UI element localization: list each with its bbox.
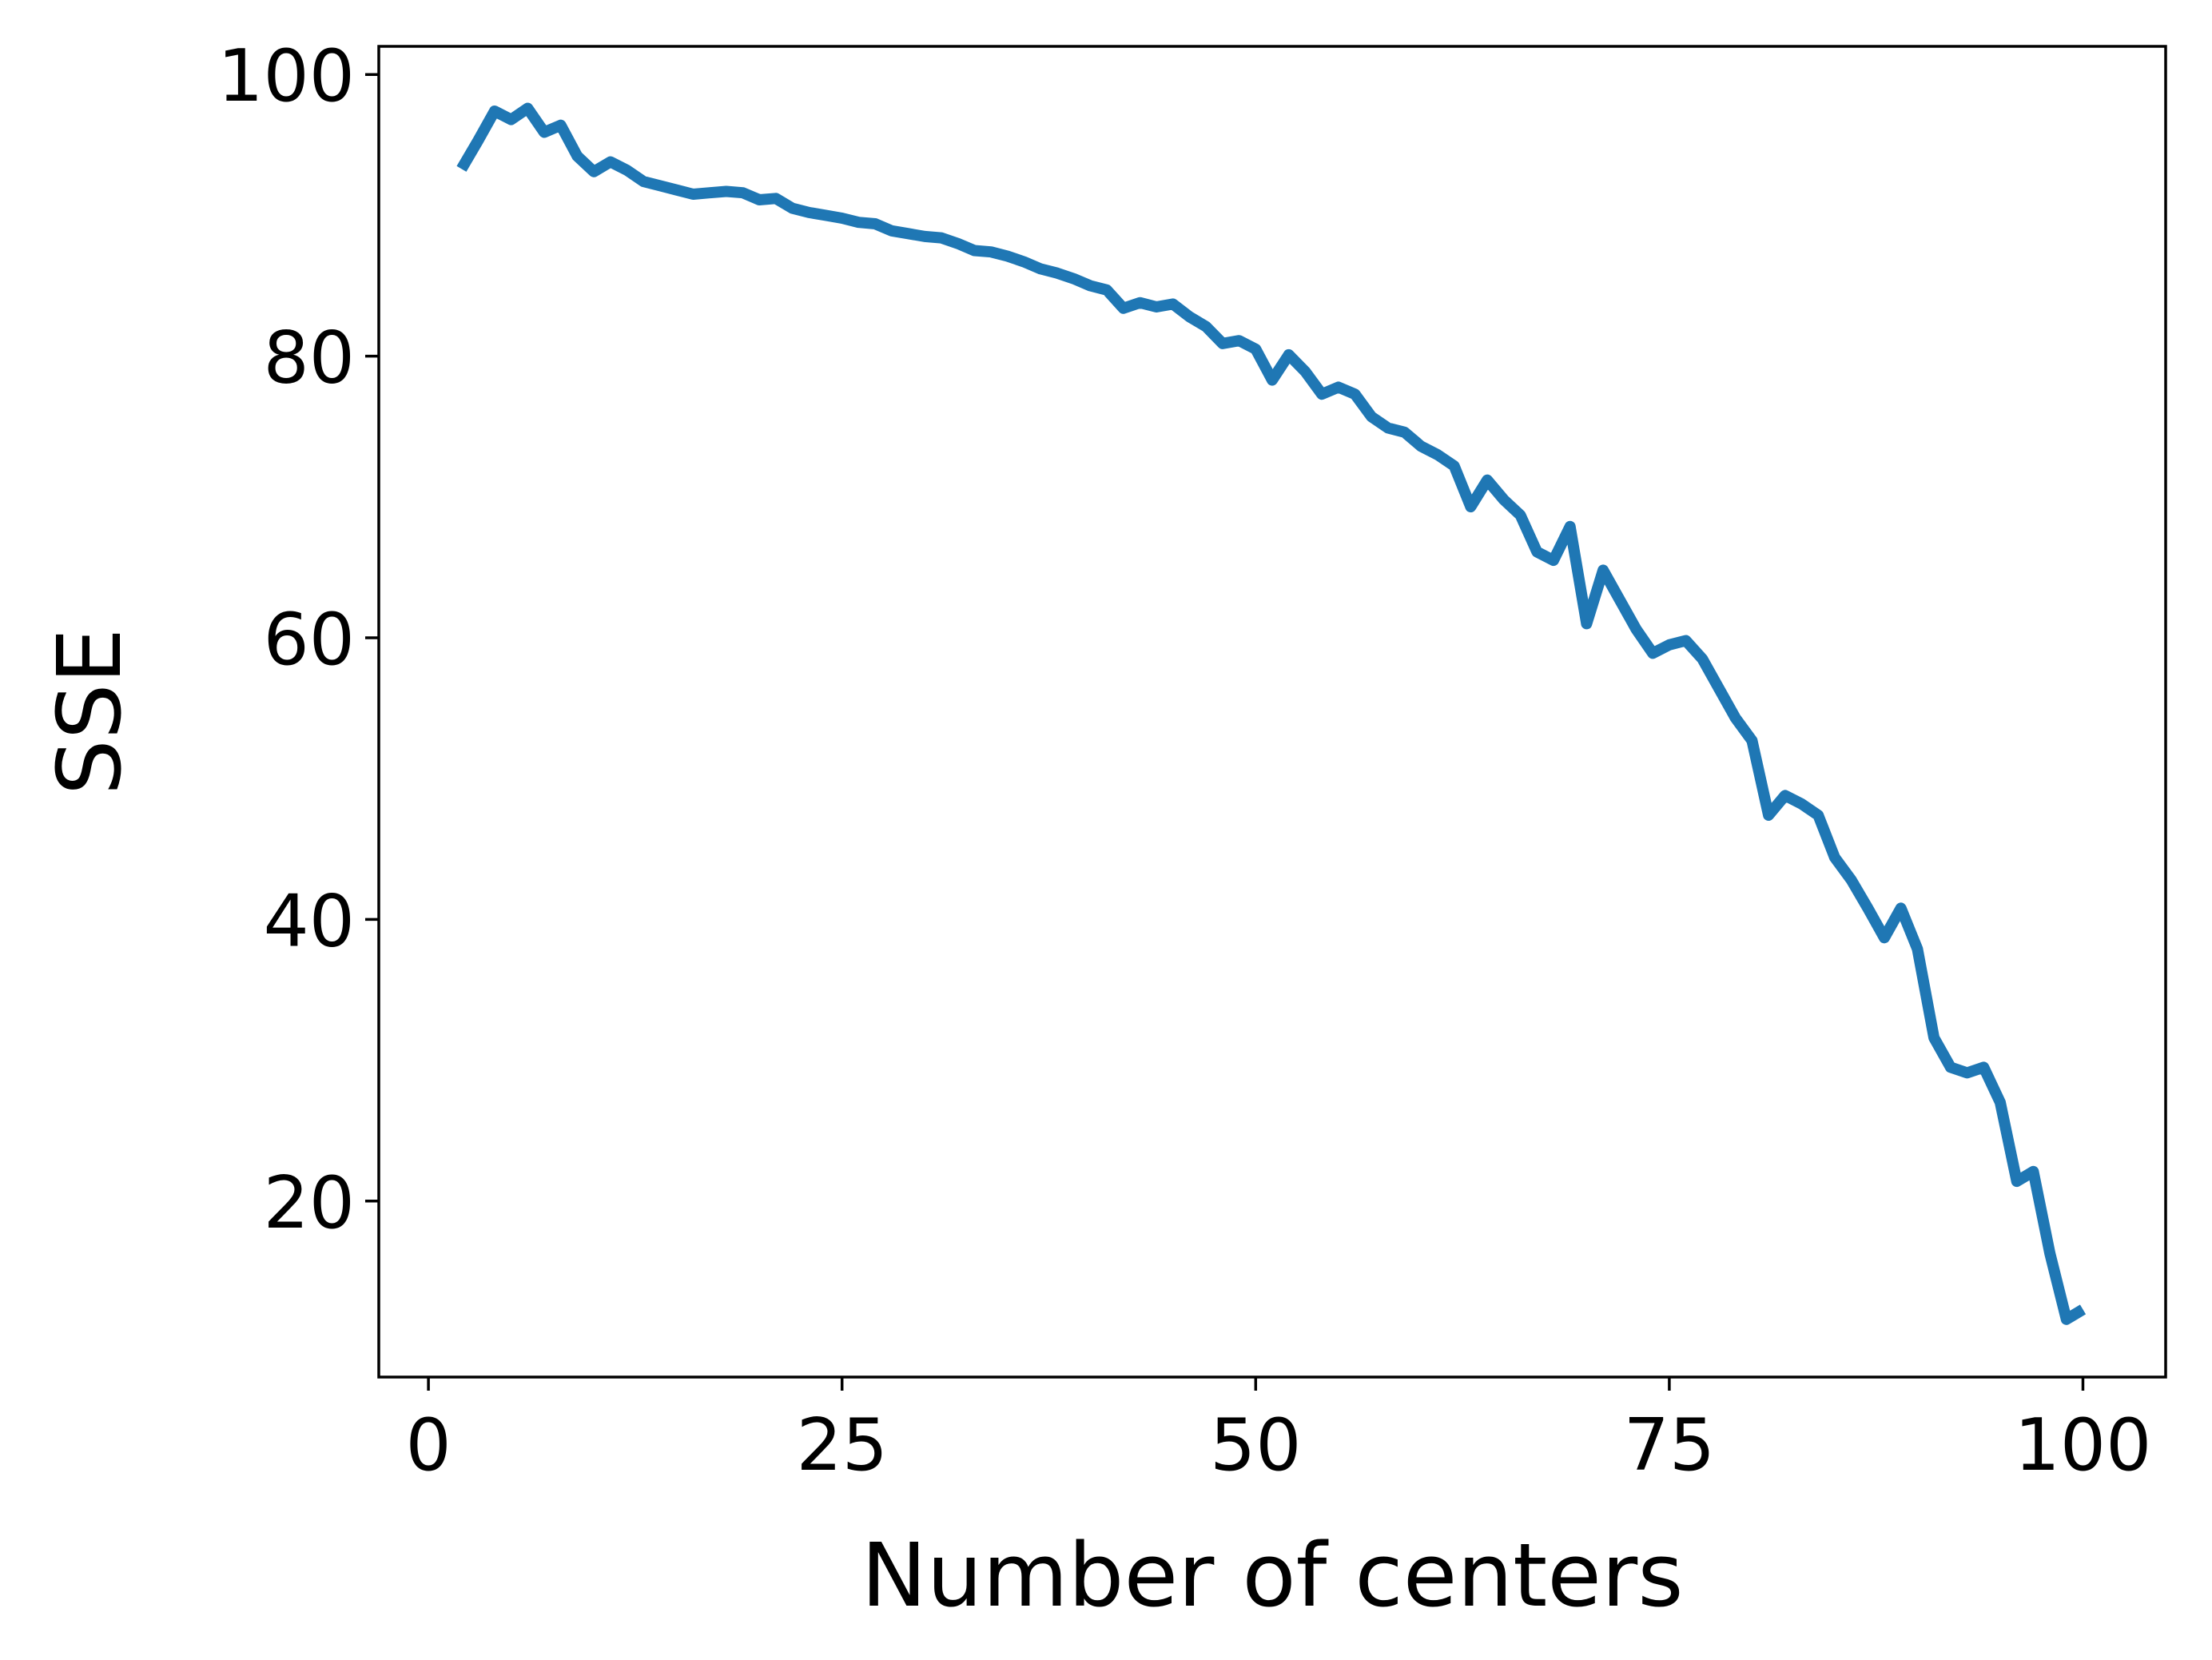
plot-frame — [377, 45, 2167, 1379]
y-axis-label: SSE — [38, 628, 141, 795]
x-tick-label: 75 — [1624, 1403, 1716, 1487]
y-tick-label: 40 — [263, 879, 355, 963]
x-tick-label: 50 — [1210, 1403, 1302, 1487]
series-line — [456, 102, 2087, 1325]
x-tick-label: 0 — [405, 1403, 451, 1487]
y-axis-ticks: 20 40 60 80 100 — [217, 34, 379, 1245]
x-tick-label: 25 — [796, 1403, 888, 1487]
x-tick-label: 100 — [2015, 1403, 2152, 1487]
x-axis-ticks: 0 25 50 75 100 — [405, 1377, 2151, 1487]
y-tick-label: 100 — [217, 34, 355, 118]
x-axis-label: Number of centers — [861, 1524, 1683, 1626]
y-tick-label: 60 — [263, 598, 355, 682]
y-tick-label: 80 — [263, 316, 355, 400]
y-tick-label: 20 — [263, 1161, 355, 1245]
